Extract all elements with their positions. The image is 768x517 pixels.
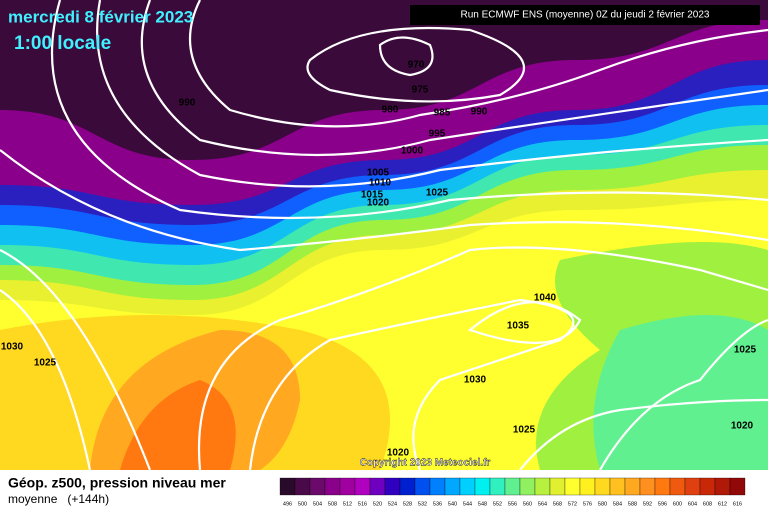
isobar-label: 1030	[1, 342, 24, 353]
scale-label: 496	[283, 501, 292, 507]
scale-swatch	[399, 477, 416, 496]
scale-swatch	[279, 477, 296, 496]
run-box	[410, 5, 760, 25]
scale-label: 528	[403, 501, 412, 507]
map-field	[0, 0, 768, 470]
scale-swatch	[684, 477, 701, 496]
scale-swatch	[519, 477, 536, 496]
isobar-label: 1040	[534, 293, 557, 304]
isobar-label: 990	[179, 98, 196, 109]
scale-swatch	[309, 477, 326, 496]
scale-label: 508	[328, 501, 337, 507]
scale-swatch	[714, 477, 731, 496]
isobar-label: 1020	[731, 421, 754, 432]
isobar-label: 1025	[513, 425, 536, 436]
isobar-label: 1035	[507, 321, 530, 332]
scale-label: 516	[358, 501, 367, 507]
scale-swatch	[384, 477, 401, 496]
scale-swatch	[564, 477, 581, 496]
scale-label: 556	[508, 501, 517, 507]
scale-label: 504	[313, 501, 322, 507]
scale-swatch	[429, 477, 446, 496]
scale-swatch	[549, 477, 566, 496]
isobar-label: 985	[434, 108, 451, 119]
scale-swatch	[489, 477, 506, 496]
scale-label: 600	[673, 501, 682, 507]
scale-swatch	[354, 477, 371, 496]
isobar-label: 1025	[426, 188, 449, 199]
color-scale: 496 500 504 508 512 516 520 524 528 532 536 540 544 5…	[279, 477, 746, 507]
legend-title: Géop. z500, pression niveau mer	[8, 475, 226, 491]
scale-swatch	[654, 477, 671, 496]
scale-swatch	[324, 477, 341, 496]
scale-swatch	[729, 477, 746, 496]
scale-label: 612	[718, 501, 727, 507]
isobar-label: 1025	[34, 358, 57, 369]
scale-label: 500	[298, 501, 307, 507]
scale-label: 568	[553, 501, 562, 507]
scale-swatch	[609, 477, 626, 496]
scale-label: 616	[733, 501, 742, 507]
scale-swatch	[639, 477, 656, 496]
scale-swatch	[294, 477, 311, 496]
isobar-label: 1025	[734, 345, 757, 356]
isobar-label: 970	[408, 60, 425, 71]
copyright: Copyright 2023 Meteociel.fr	[360, 458, 491, 469]
scale-label: 548	[478, 501, 487, 507]
scale-swatch	[594, 477, 611, 496]
scale-label: 584	[613, 501, 622, 507]
scale-swatch	[579, 477, 596, 496]
scale-swatch	[624, 477, 641, 496]
scale-label: 604	[688, 501, 697, 507]
scale-swatch	[459, 477, 476, 496]
isobar-label: 1000	[401, 146, 424, 157]
scale-label: 512	[343, 501, 352, 507]
scale-label: 608	[703, 501, 712, 507]
scale-label: 596	[658, 501, 667, 507]
isobar-label: 1030	[464, 375, 487, 386]
scale-label: 560	[523, 501, 532, 507]
isobar-label: 975	[412, 85, 429, 96]
scale-label: 544	[463, 501, 472, 507]
run-info: Run ECMWF ENS (moyenne) 0Z du jeudi 2 fé…	[461, 10, 710, 21]
scale-label: 540	[448, 501, 457, 507]
isobar-label: 1020	[367, 198, 390, 209]
scale-swatch	[699, 477, 716, 496]
scale-swatch	[414, 477, 431, 496]
scale-label: 524	[388, 501, 397, 507]
scale-swatch	[369, 477, 386, 496]
map-date: mercredi 8 février 2023	[8, 7, 193, 26]
field-band	[120, 380, 236, 470]
legend-subtitle: moyenne (+144h)	[8, 492, 109, 506]
scale-label: 520	[373, 501, 382, 507]
isobar-label: 980	[382, 105, 399, 116]
isobar-label: 1020	[387, 448, 410, 459]
scale-label: 532	[418, 501, 427, 507]
isobar-label: 995	[429, 129, 446, 140]
scale-swatch	[444, 477, 461, 496]
isobars	[0, 0, 768, 471]
map-time: 1:00 locale	[14, 33, 111, 54]
isobar-label: 1010	[369, 178, 392, 189]
scale-label: 552	[493, 501, 502, 507]
scale-label: 572	[568, 501, 577, 507]
scale-swatch	[504, 477, 521, 496]
scale-label: 536	[433, 501, 442, 507]
scale-label: 576	[583, 501, 592, 507]
field-band	[593, 315, 768, 470]
scale-swatch	[534, 477, 551, 496]
scale-swatch	[669, 477, 686, 496]
isobar-label: 1015	[361, 190, 384, 201]
scale-label: 588	[628, 501, 637, 507]
scale-swatch	[474, 477, 491, 496]
isobar-label: 1005	[367, 168, 390, 179]
scale-label: 592	[643, 501, 652, 507]
scale-swatch	[339, 477, 356, 496]
scale-label: 580	[598, 501, 607, 507]
scale-label: 564	[538, 501, 547, 507]
isobar-label: 990	[471, 107, 488, 118]
